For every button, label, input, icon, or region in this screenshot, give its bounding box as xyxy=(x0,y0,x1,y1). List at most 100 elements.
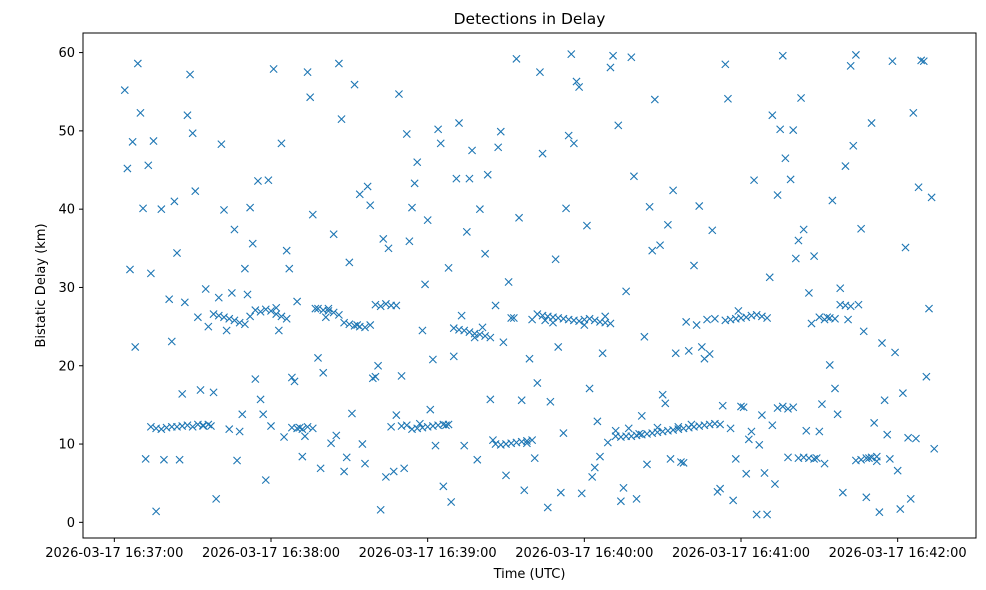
data-point xyxy=(504,277,513,286)
data-point xyxy=(167,337,176,346)
data-point xyxy=(144,161,153,170)
data-point xyxy=(742,469,751,478)
data-point xyxy=(243,290,252,299)
data-point xyxy=(290,377,299,386)
data-point xyxy=(468,146,477,155)
data-point xyxy=(131,342,140,351)
data-point xyxy=(742,313,751,322)
data-point xyxy=(314,304,322,313)
data-point xyxy=(585,384,594,393)
data-point xyxy=(710,314,719,323)
data-point xyxy=(483,170,492,179)
x-tick-label: 2026-03-17 16:40:00 xyxy=(515,546,653,561)
data-point xyxy=(222,326,231,335)
data-point xyxy=(831,314,839,323)
data-point xyxy=(896,505,905,514)
data-point xyxy=(175,455,184,464)
data-point xyxy=(303,68,312,77)
data-point xyxy=(400,464,409,473)
data-point xyxy=(925,304,933,313)
data-point xyxy=(282,246,291,255)
data-point xyxy=(729,496,738,505)
data-point xyxy=(812,454,821,463)
data-point xyxy=(752,510,761,519)
data-point xyxy=(564,131,573,140)
data-point xyxy=(308,210,317,219)
data-point xyxy=(820,459,829,468)
data-point xyxy=(188,129,197,138)
data-point xyxy=(235,318,244,327)
data-point xyxy=(666,454,675,463)
data-point xyxy=(763,510,772,519)
data-point xyxy=(329,230,338,239)
data-point xyxy=(535,68,544,77)
data-point xyxy=(870,418,879,427)
data-point xyxy=(186,70,195,79)
data-point xyxy=(146,269,155,278)
data-point xyxy=(392,411,401,420)
data-point xyxy=(358,440,367,449)
data-point xyxy=(891,348,900,357)
data-point xyxy=(441,421,450,430)
x-tick-label: 2026-03-17 16:41:00 xyxy=(672,546,810,561)
data-point xyxy=(739,403,748,412)
data-point xyxy=(272,310,281,319)
data-point xyxy=(551,255,560,264)
data-point xyxy=(648,246,657,255)
data-point xyxy=(737,402,745,411)
data-point xyxy=(572,77,581,86)
data-point xyxy=(251,306,260,315)
data-point xyxy=(917,56,926,65)
data-point xyxy=(802,426,811,435)
data-point xyxy=(833,410,842,419)
data-point xyxy=(332,431,341,440)
data-point xyxy=(280,433,289,441)
data-point xyxy=(473,455,482,464)
data-point xyxy=(217,140,226,149)
data-point xyxy=(220,205,228,214)
data-point xyxy=(214,311,223,320)
data-point xyxy=(366,201,375,210)
data-point xyxy=(306,93,315,102)
data-point xyxy=(287,373,296,382)
data-point xyxy=(878,339,886,348)
data-point xyxy=(173,249,181,257)
x-tick-label: 2026-03-17 16:39:00 xyxy=(359,546,497,561)
data-point xyxy=(880,396,889,405)
data-point xyxy=(374,361,383,370)
data-point xyxy=(431,441,440,450)
data-point xyxy=(807,319,816,328)
data-point xyxy=(794,236,803,245)
data-point xyxy=(486,395,495,404)
data-point xyxy=(381,299,390,308)
data-point xyxy=(475,330,484,339)
data-point xyxy=(731,454,740,463)
data-point xyxy=(841,162,850,171)
data-point xyxy=(559,429,568,438)
data-point xyxy=(408,203,416,212)
data-point xyxy=(298,425,307,434)
data-point xyxy=(233,456,242,465)
data-point xyxy=(919,57,928,66)
data-point xyxy=(857,455,866,464)
data-point xyxy=(381,472,390,481)
data-point xyxy=(209,310,218,319)
data-point xyxy=(152,507,161,516)
data-point xyxy=(760,469,769,478)
data-point xyxy=(465,328,474,337)
data-point xyxy=(538,149,547,158)
data-point xyxy=(517,396,526,405)
data-point xyxy=(478,323,487,332)
data-point xyxy=(582,221,591,230)
data-point xyxy=(165,295,174,304)
data-point xyxy=(716,420,725,429)
data-point xyxy=(674,422,683,431)
data-point xyxy=(196,386,205,395)
data-point xyxy=(264,176,273,185)
y-tick-label: 60 xyxy=(58,46,75,61)
data-point xyxy=(141,454,150,463)
data-point xyxy=(541,316,550,325)
data-point xyxy=(546,397,555,406)
data-point xyxy=(575,83,584,92)
data-point xyxy=(909,108,918,117)
